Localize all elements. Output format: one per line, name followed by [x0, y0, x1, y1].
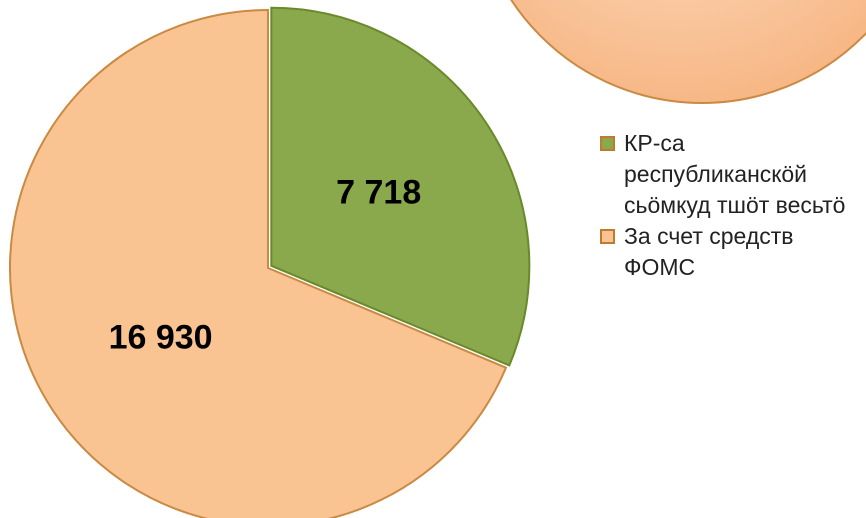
legend-item: За счет средств ФОМС — [600, 221, 862, 283]
pie: 7 718 16 930 — [9, 6, 531, 518]
pie-slice — [270, 6, 531, 367]
legend-label: За счет средств ФОМС — [624, 223, 794, 280]
value-label: 16 930 — [109, 318, 213, 356]
other-pie-fragment — [510, 0, 866, 104]
pie-slice — [9, 8, 508, 518]
value-label: 7 718 — [336, 173, 421, 211]
legend-label: КР-са республиканскӧй сьӧмкуд тшӧт весьт… — [624, 130, 846, 218]
legend-swatch — [600, 229, 615, 244]
legend: КР-са республиканскӧй сьӧмкуд тшӧт весьт… — [600, 128, 862, 283]
legend-swatch — [600, 136, 615, 151]
legend-item: КР-са республиканскӧй сьӧмкуд тшӧт весьт… — [600, 128, 862, 221]
